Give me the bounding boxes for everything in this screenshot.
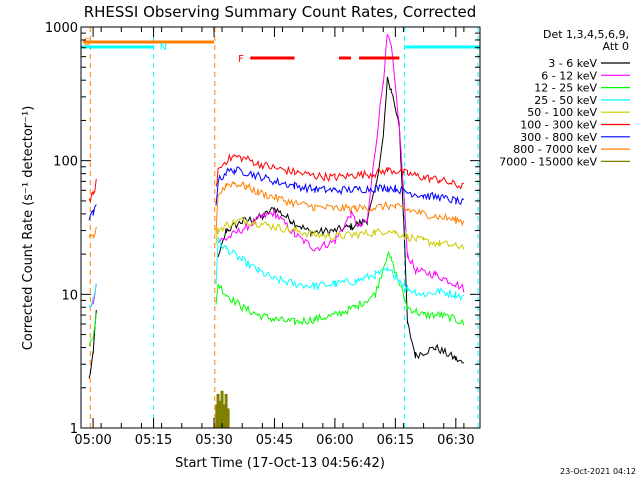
legend-label: 50 - 100 keV [527,106,597,119]
legend-label: 25 - 50 keV [534,94,597,107]
night-label: N [160,42,167,53]
generation-timestamp: 23-Oct-2021 04:12 [560,467,636,476]
series-300-800-kev [88,166,465,221]
axes: 1 10 100 1000 05:00 05:15 05:30 05:45 06:00 06:15… [45,21,481,448]
x-tick-label: 06:15 [377,433,414,448]
y-tick-label: 10 [61,288,78,303]
series-line [215,237,465,302]
saa-label: S [84,37,90,48]
legend-header: Det 1,3,4,5,6,9, [543,28,629,41]
series-line [215,216,465,250]
legend-label: 3 - 6 keV [548,57,597,70]
legend-label: 7000 - 15000 keV [499,155,597,168]
series-12-25-kev [88,250,465,347]
legend-header: Att 0 [603,40,629,53]
x-tick-label: 05:00 [74,433,111,448]
series-line [88,178,97,204]
series-line [88,313,97,347]
x-tick-label: 06:00 [316,433,353,448]
y-tick-label: 1 [70,422,78,437]
x-axis-label: Start Time (17-Oct-13 04:56:42) [175,456,385,471]
plot-area: S N F [81,27,480,428]
series-line [88,204,97,221]
plot-frame [80,26,481,429]
legend-label: 800 - 7000 keV [513,143,597,156]
series-50-100-kev [215,216,465,250]
series-25-50-kev [88,237,465,309]
x-tick-label: 06:30 [437,433,474,448]
legend-label: 12 - 25 keV [534,82,597,95]
x-tick-label: 05:15 [135,433,172,448]
series-line [215,250,465,326]
legend-label: 100 - 300 keV [520,119,597,132]
series-line [215,166,465,206]
series-line [215,180,465,234]
series-line [88,284,97,309]
legend-label: 6 - 12 keV [541,69,597,82]
series-100-300-kev [88,153,464,204]
flare-label: F [238,54,244,65]
y-tick-label: 1000 [45,21,78,36]
series-7000-15000-kev [215,390,230,428]
x-tick-label: 05:45 [256,433,293,448]
x-tick-label: 05:30 [195,433,232,448]
chart-title: RHESSI Observing Summary Count Rates, Co… [84,3,477,21]
y-tick-label: 100 [53,155,78,170]
series-800-7000-kev [88,180,465,239]
series-line [217,33,465,293]
y-axis-label: Corrected Count Rate (s⁻¹ detector⁻¹) [21,106,36,351]
series-line [88,226,97,239]
series-line [215,153,464,190]
legend-label: 300 - 800 keV [520,131,597,144]
